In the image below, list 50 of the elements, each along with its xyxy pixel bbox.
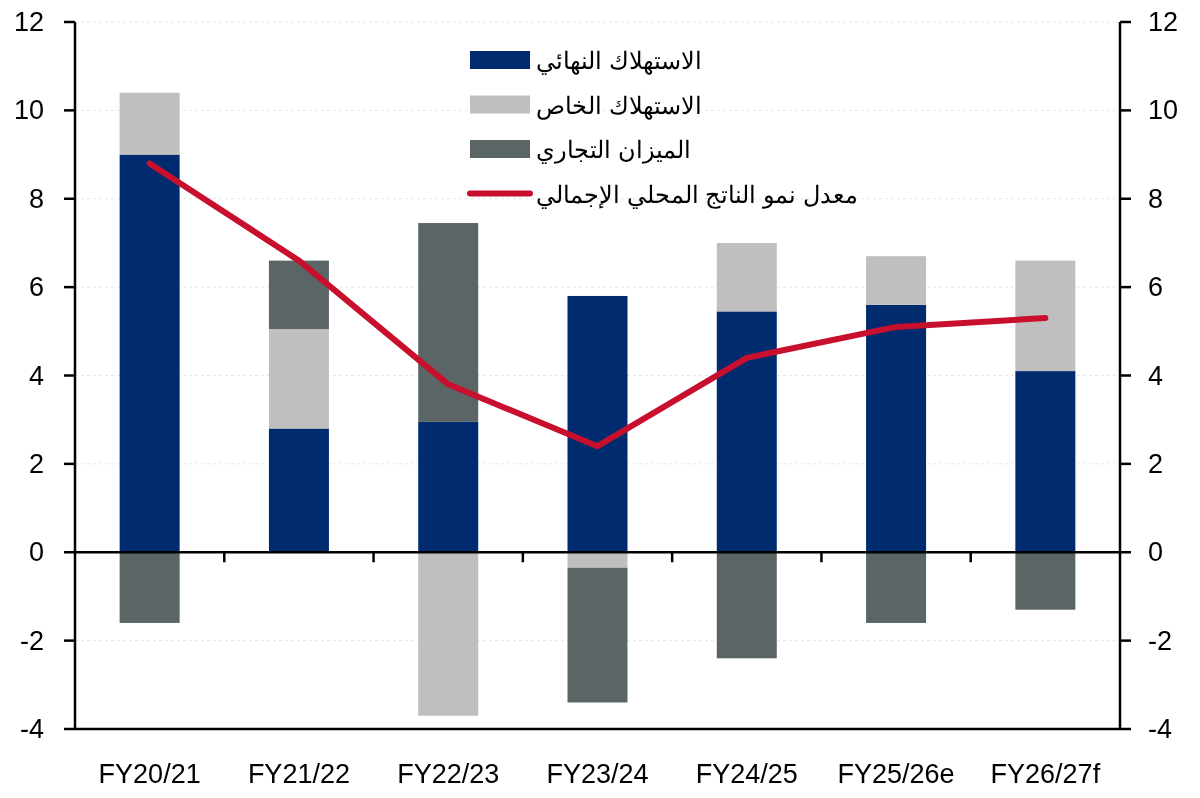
bar xyxy=(119,552,180,623)
bar xyxy=(567,295,628,553)
y2-tick-label: 8 xyxy=(1148,183,1164,214)
legend-label: الاستهلاك الخاص xyxy=(536,91,702,120)
y2-tick-label: 2 xyxy=(1148,448,1164,479)
x-tick-label: FY24/25 xyxy=(695,759,798,789)
bar xyxy=(866,256,927,305)
x-tick-label: FY22/23 xyxy=(397,759,500,789)
bar xyxy=(119,92,180,155)
x-tick-label: FY25/26e xyxy=(837,759,955,789)
bar xyxy=(567,552,628,568)
bar xyxy=(716,311,777,553)
bar xyxy=(866,552,927,623)
bar xyxy=(418,552,479,716)
bar xyxy=(567,567,628,703)
bar xyxy=(1015,371,1076,553)
y2-tick-label: 6 xyxy=(1148,272,1164,303)
bar xyxy=(716,242,777,312)
y-tick-label: 6 xyxy=(28,272,44,303)
y-tick-label: -2 xyxy=(19,625,44,656)
y2-tick-label: 4 xyxy=(1148,360,1164,391)
y-tick-label: 10 xyxy=(13,95,44,126)
bar xyxy=(1015,260,1076,372)
bar xyxy=(268,428,329,553)
y-tick-label: 8 xyxy=(28,183,44,214)
bar xyxy=(268,329,329,429)
bar xyxy=(418,223,479,422)
y-tick-label: 2 xyxy=(28,448,44,479)
y-tick-label: -4 xyxy=(19,714,44,744)
y-tick-label: 0 xyxy=(28,537,44,568)
bar xyxy=(716,552,777,659)
x-tick-label: FY20/21 xyxy=(98,759,201,789)
bar xyxy=(1015,552,1076,610)
legend-label: الميزان التجاري xyxy=(536,136,691,164)
bar xyxy=(418,421,479,553)
y2-tick-label: -4 xyxy=(1148,714,1173,744)
bar xyxy=(866,304,927,553)
legend-label: الاستهلاك النهائي xyxy=(536,47,702,75)
y-tick-label: 12 xyxy=(13,7,44,37)
y-tick-label: 4 xyxy=(28,360,44,391)
x-tick-label: FY21/22 xyxy=(247,759,350,789)
y2-tick-label: 10 xyxy=(1148,95,1179,126)
y2-tick-label: -2 xyxy=(1148,625,1173,656)
bar xyxy=(119,154,180,553)
x-tick-label: FY23/24 xyxy=(546,759,649,789)
legend-label: معدل نمو الناتج المحلي الإجمالي xyxy=(536,180,858,209)
y2-tick-label: 12 xyxy=(1148,7,1179,37)
x-tick-label: FY26/27f xyxy=(990,759,1101,789)
bar xyxy=(268,260,329,330)
y2-tick-label: 0 xyxy=(1148,537,1164,568)
